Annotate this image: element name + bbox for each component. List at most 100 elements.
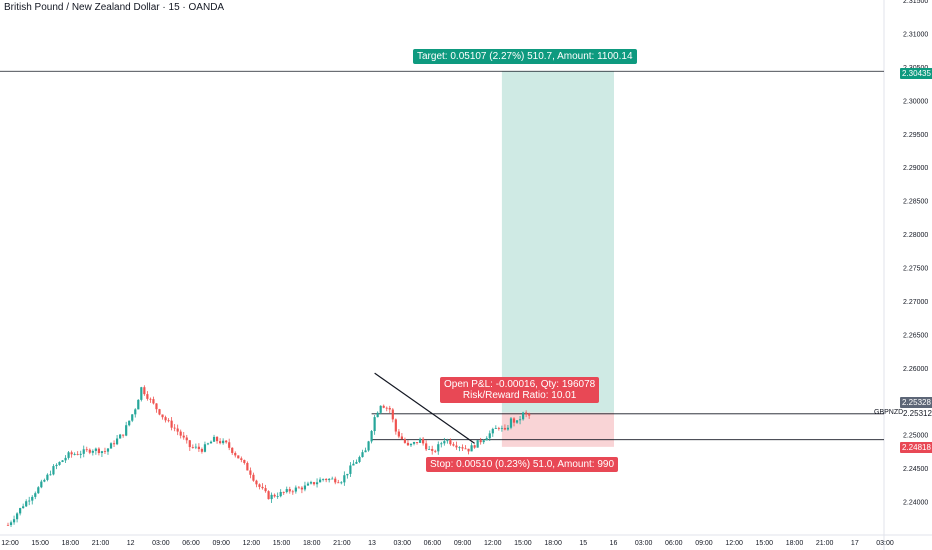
candle-body — [140, 387, 143, 400]
candle-body — [85, 449, 88, 451]
candle-body — [112, 443, 116, 445]
stop-label[interactable]: Stop: 0.00510 (0.23%) 51.0, Amount: 990 — [426, 457, 619, 472]
candle-body — [173, 427, 176, 429]
candle-body — [515, 420, 519, 423]
y-tick-label: 2.27000 — [903, 299, 928, 306]
candle-body — [440, 443, 443, 445]
candle-body — [425, 443, 428, 450]
stop-price-tag: 2.24818 — [900, 442, 932, 453]
candle-body — [285, 489, 288, 493]
candle-body — [185, 437, 188, 441]
x-tick-label: 09:00 — [212, 540, 230, 547]
candle-body — [446, 440, 449, 442]
candle-body — [509, 418, 513, 428]
candle-body — [270, 494, 273, 500]
target-label[interactable]: Target: 0.05107 (2.27%) 510.7, Amount: 1… — [413, 49, 637, 64]
current-price-tag: 2.25328 — [900, 397, 932, 408]
candle-body — [197, 446, 200, 450]
candle-body — [334, 478, 337, 483]
candle-body — [331, 478, 334, 480]
x-tick-label: 17 — [851, 540, 859, 547]
candle-body — [267, 491, 270, 500]
x-tick-label: 15:00 — [31, 540, 49, 547]
candle-body — [225, 440, 228, 443]
candle-body — [461, 447, 464, 449]
candle-body — [9, 522, 13, 526]
candle-body — [388, 407, 391, 410]
candle-body — [94, 448, 97, 451]
candle-body — [64, 457, 67, 461]
y-tick-label: 2.26500 — [903, 332, 928, 339]
x-tick-label: 16 — [610, 540, 618, 547]
candle-body — [61, 460, 64, 462]
candle-body — [119, 434, 122, 439]
x-tick-label: 12:00 — [725, 540, 743, 547]
y-tick-label: 2.25000 — [903, 433, 928, 440]
candle-body — [222, 440, 225, 444]
candle-body — [343, 475, 346, 483]
y-tick-label: 2.26000 — [903, 366, 928, 373]
candle-body — [188, 440, 191, 448]
candle-body — [209, 441, 213, 444]
candle-body — [158, 409, 161, 415]
candle-body — [352, 463, 355, 466]
candle-body — [355, 461, 358, 464]
candle-body — [273, 494, 276, 497]
candle-body — [309, 482, 313, 484]
x-tick-label: 06:00 — [424, 540, 442, 547]
candle-body — [215, 436, 219, 442]
x-tick-label: 12:00 — [484, 540, 502, 547]
target-price-tag: 2.30435 — [900, 68, 932, 79]
trendline — [374, 372, 475, 444]
candle-body — [297, 487, 300, 489]
candle-body — [282, 491, 285, 493]
stop-zone — [501, 412, 614, 447]
symbol-tag: GBPNZD — [874, 409, 904, 416]
candle-body — [88, 449, 91, 453]
candle-body — [109, 443, 113, 449]
candle-body — [409, 443, 413, 446]
candle-body — [12, 519, 16, 523]
candle-body — [294, 487, 297, 492]
candle-body — [73, 454, 76, 455]
candle-body — [306, 483, 310, 486]
candle-body — [170, 420, 173, 428]
candle-body — [512, 418, 516, 423]
x-tick-label: 15 — [579, 540, 587, 547]
candle-body — [376, 412, 379, 418]
x-tick-label: 21:00 — [92, 540, 110, 547]
candle-body — [237, 455, 240, 459]
candle-body — [488, 433, 491, 439]
candle-body — [325, 479, 328, 481]
chart-title: British Pound / New Zealand Dollar · 15 … — [4, 2, 225, 13]
candle-body — [364, 450, 367, 453]
candle-body — [312, 482, 316, 485]
candle-body — [219, 441, 222, 444]
y-tick-label: 2.30000 — [903, 98, 928, 105]
candle-body — [55, 464, 58, 467]
candle-body — [437, 444, 440, 452]
x-tick-label: 03:00 — [876, 540, 894, 547]
candle-body — [394, 419, 397, 432]
candle-body — [506, 427, 510, 430]
candle-body — [164, 417, 167, 421]
candle-body — [128, 420, 131, 426]
y-tick-label: 2.29000 — [903, 165, 928, 172]
candle-body — [37, 487, 40, 494]
candle-body — [261, 486, 264, 489]
candle-body — [246, 462, 249, 471]
candle-body — [370, 431, 373, 442]
candle-body — [406, 442, 410, 446]
candle-body — [291, 491, 294, 493]
candle-body — [479, 440, 482, 443]
candle-body — [152, 399, 155, 404]
x-tick-label: 18:00 — [786, 540, 804, 547]
pnl-label[interactable]: Open P&L: -0.00016, Qty: 196078 Risk/Rew… — [440, 377, 600, 403]
candle-body — [391, 409, 394, 420]
candle-body — [400, 436, 403, 440]
candle-body — [473, 445, 476, 448]
candle-body — [191, 447, 194, 448]
candle-body — [467, 448, 470, 452]
candle-body — [70, 452, 73, 455]
